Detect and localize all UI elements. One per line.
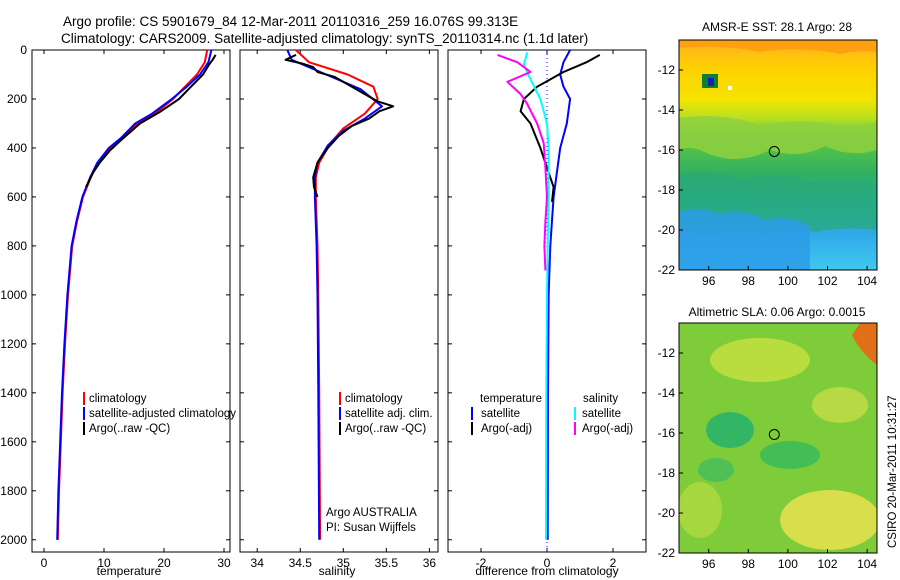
argo-float-marker xyxy=(768,429,780,440)
sla-x-tick-label: 96 xyxy=(702,557,716,571)
sla-y-tick-label: -12 xyxy=(658,346,676,360)
temperature-y-tick-label: 2000 xyxy=(0,533,27,547)
sla-x-tick-label: 104 xyxy=(857,557,877,571)
temperature-x-tick-label: 10 xyxy=(97,556,111,570)
difference-series-3 xyxy=(497,53,548,271)
legend-label-argo: Argo(..raw -QC) xyxy=(89,423,170,435)
temperature-x-label: temperature xyxy=(97,564,162,578)
difference-panel: -2 0 2 temperature salinity satellite Argo… xyxy=(447,49,647,578)
sla-y-tick-label: -14 xyxy=(658,386,676,400)
sla-map-panel: Altimetric SLA: 0.06 Argo: 0.0015 96 98 10… xyxy=(658,305,878,571)
difference-x-tick-label: 0 xyxy=(544,556,551,570)
legend-label-satellite: satellite-adjusted climatology xyxy=(89,408,236,420)
salinity-x-tick-label: 34.5 xyxy=(289,556,313,570)
legend-title-temperature: temperature xyxy=(480,393,542,405)
sst-x-tick-label: 102 xyxy=(817,274,837,288)
legend-label-argo: Argo(..raw -QC) xyxy=(345,423,426,435)
difference-x-tick-label: 2 xyxy=(610,556,617,570)
sst-x-tick-label: 100 xyxy=(778,274,798,288)
sst-y-tick-label: -12 xyxy=(658,63,676,77)
temperature-y-tick-label: 200 xyxy=(7,92,27,106)
temperature-x-tick-label: 30 xyxy=(217,556,231,570)
sla-x-tick-label: 102 xyxy=(817,557,837,571)
temperature-y-tick-label: 600 xyxy=(7,190,27,204)
salinity-panel: 34 34.5 35 35.5 36 climatology satellite adj… xyxy=(239,49,439,578)
header-line2: Climatology: CARS2009. Satellite-adjuste… xyxy=(61,31,588,46)
difference-series-2 xyxy=(522,52,550,540)
salinity-legend: climatology satellite adj. clim. Argo(..… xyxy=(339,392,433,435)
salinity-x-tick-label: 35 xyxy=(337,556,351,570)
sla-field xyxy=(679,323,877,553)
sst-y-tick-label: -14 xyxy=(658,103,676,117)
temperature-y-tick-label: 1000 xyxy=(0,288,27,302)
legend-label-temp-argo: Argo(-adj) xyxy=(481,423,532,435)
sst-map-title: AMSR-E SST: 28.1 Argo: 28 xyxy=(702,20,852,34)
sla-y-tick-label: -18 xyxy=(658,466,676,480)
salinity-series-2 xyxy=(284,53,395,198)
temperature-x-tick-label: 0 xyxy=(41,556,48,570)
legend-label-sal-satellite: satellite xyxy=(582,408,621,420)
legend-label-climatology: climatology xyxy=(89,393,147,405)
temperature-x-tick-label: 20 xyxy=(157,556,171,570)
difference-series-1 xyxy=(519,54,601,202)
sst-x-tick-label: 104 xyxy=(857,274,877,288)
sst-x-tick-label: 98 xyxy=(742,274,756,288)
legend-label-satellite: satellite adj. clim. xyxy=(345,408,433,420)
legend-title-salinity: salinity xyxy=(583,393,618,405)
sla-y-tick-label: -22 xyxy=(658,546,676,560)
temperature-y-tick-label: 1600 xyxy=(0,435,27,449)
sla-x-tick-label: 100 xyxy=(778,557,798,571)
legend-label-temp-satellite: satellite xyxy=(481,408,520,420)
sst-map-panel: AMSR-E SST: 28.1 Argo: 28 96 98 100 102 104 -… xyxy=(658,20,878,288)
temperature-y-tick-label: 0 xyxy=(20,43,27,57)
temperature-y-tick-label: 1400 xyxy=(0,386,27,400)
header-line1: Argo profile: CS 5901679_84 12-Mar-2011 … xyxy=(63,14,518,29)
legend-label-climatology: climatology xyxy=(345,393,403,405)
salinity-x-tick-label: 36 xyxy=(423,556,437,570)
sst-x-tick-label: 96 xyxy=(702,274,716,288)
temperature-y-tick-label: 800 xyxy=(7,239,27,253)
temperature-panel: 0 200 400 600 800 1000 1200 1400 1600 1800 2000 0 10… xyxy=(0,43,236,578)
salinity-x-label: salinity xyxy=(319,564,356,578)
csiro-credit: CSIRO 20-Mar-2011 10:31:27 xyxy=(887,395,899,548)
legend-label-sal-argo: Argo(-adj) xyxy=(582,423,633,435)
difference-x-tick-label: -2 xyxy=(476,556,487,570)
temperature-y-tick-label: 400 xyxy=(7,141,27,155)
argo-australia-annotation: Argo AUSTRALIA xyxy=(326,507,417,519)
pi-annotation: PI: Susan Wijffels xyxy=(326,522,416,534)
temperature-y-tick-label: 1800 xyxy=(0,484,27,498)
sst-y-tick-label: -16 xyxy=(658,143,676,157)
salinity-x-tick-label: 34 xyxy=(251,556,265,570)
argo-float-marker xyxy=(768,146,780,157)
difference-x-label: difference from climatology xyxy=(475,564,618,578)
temperature-series-2 xyxy=(85,54,217,188)
temperature-legend: climatology satellite-adjusted climatolo… xyxy=(83,392,236,435)
sla-x-tick-label: 98 xyxy=(742,557,756,571)
temperature-y-tick-label: 1200 xyxy=(0,337,27,351)
difference-legend: temperature salinity satellite Argo(-adj… xyxy=(471,393,633,435)
sla-y-tick-label: -20 xyxy=(658,506,676,520)
sla-map-title: Altimetric SLA: 0.06 Argo: 0.0015 xyxy=(689,305,866,319)
sst-y-tick-label: -18 xyxy=(658,183,676,197)
sst-y-tick-label: -20 xyxy=(658,223,676,237)
sla-y-tick-label: -16 xyxy=(658,426,676,440)
sst-y-tick-label: -22 xyxy=(658,263,676,277)
salinity-x-tick-label: 35.5 xyxy=(375,556,399,570)
